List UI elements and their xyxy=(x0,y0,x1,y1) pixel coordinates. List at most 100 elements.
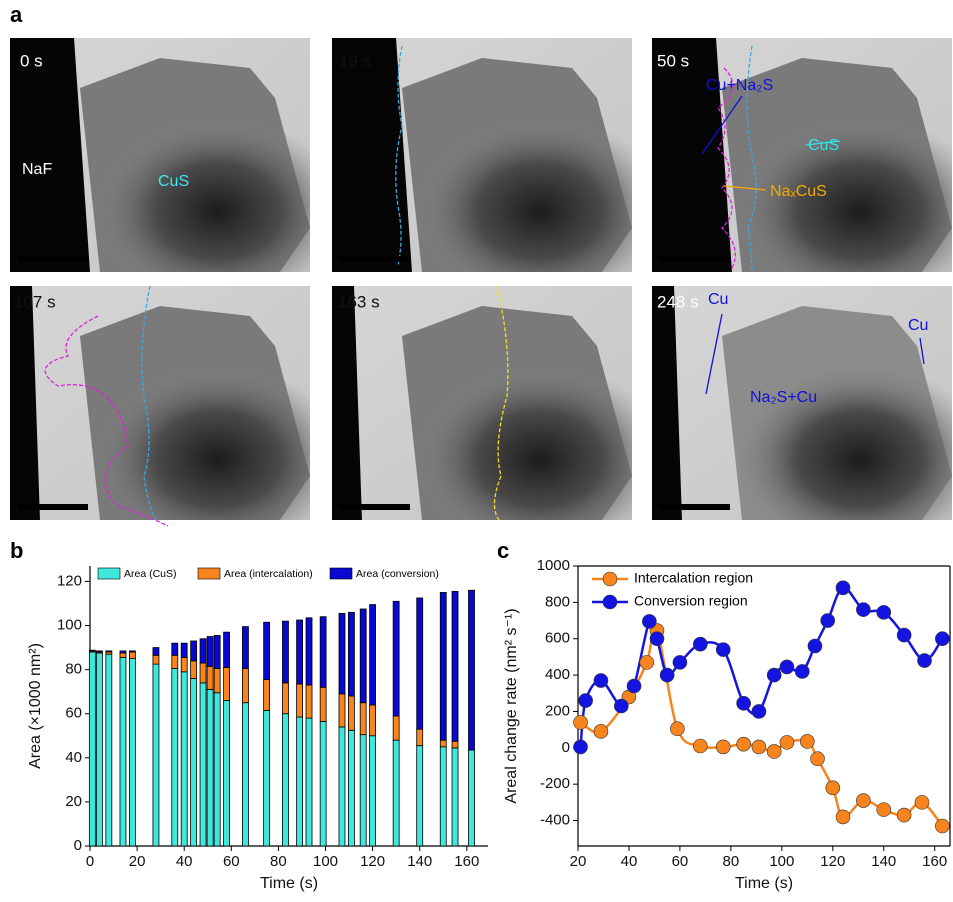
x-tick-label: 40 xyxy=(621,853,638,870)
legend-label: Area (conversion) xyxy=(356,568,439,580)
bar-segment xyxy=(297,684,303,717)
scale-bar xyxy=(18,504,88,510)
bar-segment xyxy=(153,655,159,664)
bar-segment xyxy=(339,694,345,727)
bar-segment xyxy=(370,736,376,846)
bar-segment xyxy=(370,605,376,705)
bar-segment xyxy=(191,678,197,846)
bar-segment xyxy=(440,747,446,846)
bar-segment xyxy=(320,721,326,846)
bar-segment xyxy=(452,741,458,748)
marker xyxy=(673,655,687,669)
particle-core xyxy=(80,98,310,272)
marker xyxy=(574,740,588,754)
marker xyxy=(574,715,588,729)
marker xyxy=(660,668,674,682)
marker xyxy=(737,696,751,710)
bar-segment xyxy=(440,592,446,740)
bar-segment xyxy=(360,703,366,735)
bar-segment xyxy=(214,635,220,668)
bar-segment xyxy=(264,710,270,846)
bar-segment xyxy=(129,659,135,846)
bar-segment xyxy=(172,655,178,668)
panel-label: b xyxy=(10,538,23,563)
marker xyxy=(594,674,608,688)
marker xyxy=(856,603,870,617)
bar-segment xyxy=(207,666,213,689)
y-tick-label: 1000 xyxy=(537,557,570,574)
y-tick-label: 0 xyxy=(562,739,570,756)
image-label: NaF xyxy=(22,161,52,178)
bar-segment xyxy=(452,748,458,846)
bar-segment xyxy=(370,705,376,736)
legend-marker xyxy=(603,595,617,609)
marker xyxy=(752,704,766,718)
bar-segment xyxy=(129,651,135,652)
bar-segment xyxy=(306,685,312,718)
time-label: 248 s xyxy=(657,292,699,311)
x-tick-label: 120 xyxy=(820,853,845,870)
time-label: 50 s xyxy=(657,51,689,70)
marker xyxy=(877,605,891,619)
bar-segment xyxy=(181,672,187,846)
marker xyxy=(918,654,932,668)
scale-bar xyxy=(340,256,410,262)
bar-segment xyxy=(469,590,475,750)
y-tick-label: 800 xyxy=(545,593,570,610)
legend-swatch xyxy=(98,568,120,579)
bar-segment xyxy=(172,669,178,846)
marker xyxy=(737,737,751,751)
y-tick-label: 120 xyxy=(57,572,82,589)
marker xyxy=(614,699,628,713)
bar-segment xyxy=(129,652,135,659)
image-label: Cu xyxy=(708,291,728,308)
bar-segment xyxy=(417,729,423,746)
image-label: Cu xyxy=(908,317,928,334)
marker xyxy=(780,735,794,749)
marker xyxy=(915,795,929,809)
bar-segment xyxy=(348,730,354,846)
y-tick-label: 60 xyxy=(65,705,82,722)
marker xyxy=(836,810,850,824)
scale-bar xyxy=(660,256,730,262)
x-tick-label: 80 xyxy=(723,853,740,870)
legend-label: Area (intercalation) xyxy=(224,568,313,580)
bar-segment xyxy=(264,622,270,679)
bar-segment xyxy=(242,627,248,669)
legend-label: Area (CuS) xyxy=(124,568,177,580)
bar-segment xyxy=(89,652,95,846)
marker xyxy=(627,679,641,693)
marker xyxy=(897,808,911,822)
scale-bar xyxy=(340,504,410,510)
time-label: 0 s xyxy=(20,51,43,70)
bar-segment xyxy=(172,643,178,655)
bar-segment xyxy=(282,621,288,683)
y-tick-label: 600 xyxy=(545,630,570,647)
y-tick-label: 40 xyxy=(65,749,82,766)
marker xyxy=(808,639,822,653)
marker xyxy=(897,628,911,642)
marker xyxy=(795,664,809,678)
bar-segment xyxy=(393,716,399,740)
bar-segment xyxy=(191,661,197,679)
marker xyxy=(716,643,730,657)
bar-segment xyxy=(106,651,112,652)
legend-label: Conversion region xyxy=(634,593,748,609)
bar-segment xyxy=(417,598,423,729)
bar-segment xyxy=(306,618,312,685)
marker xyxy=(811,752,825,766)
x-tick-label: 100 xyxy=(769,853,794,870)
bar-segment xyxy=(348,612,354,696)
legend-swatch xyxy=(330,568,352,579)
marker xyxy=(935,632,949,646)
time-label: 163 s xyxy=(338,292,380,311)
legend-marker xyxy=(603,572,617,586)
tem-image xyxy=(10,38,310,272)
marker xyxy=(642,614,656,628)
bar-segment xyxy=(469,750,475,846)
bar-segment xyxy=(96,653,102,846)
bar-segment xyxy=(200,663,206,683)
bar-segment xyxy=(417,746,423,846)
image-label: Cu+Na₂S xyxy=(706,77,773,94)
bar-segment xyxy=(393,601,399,716)
